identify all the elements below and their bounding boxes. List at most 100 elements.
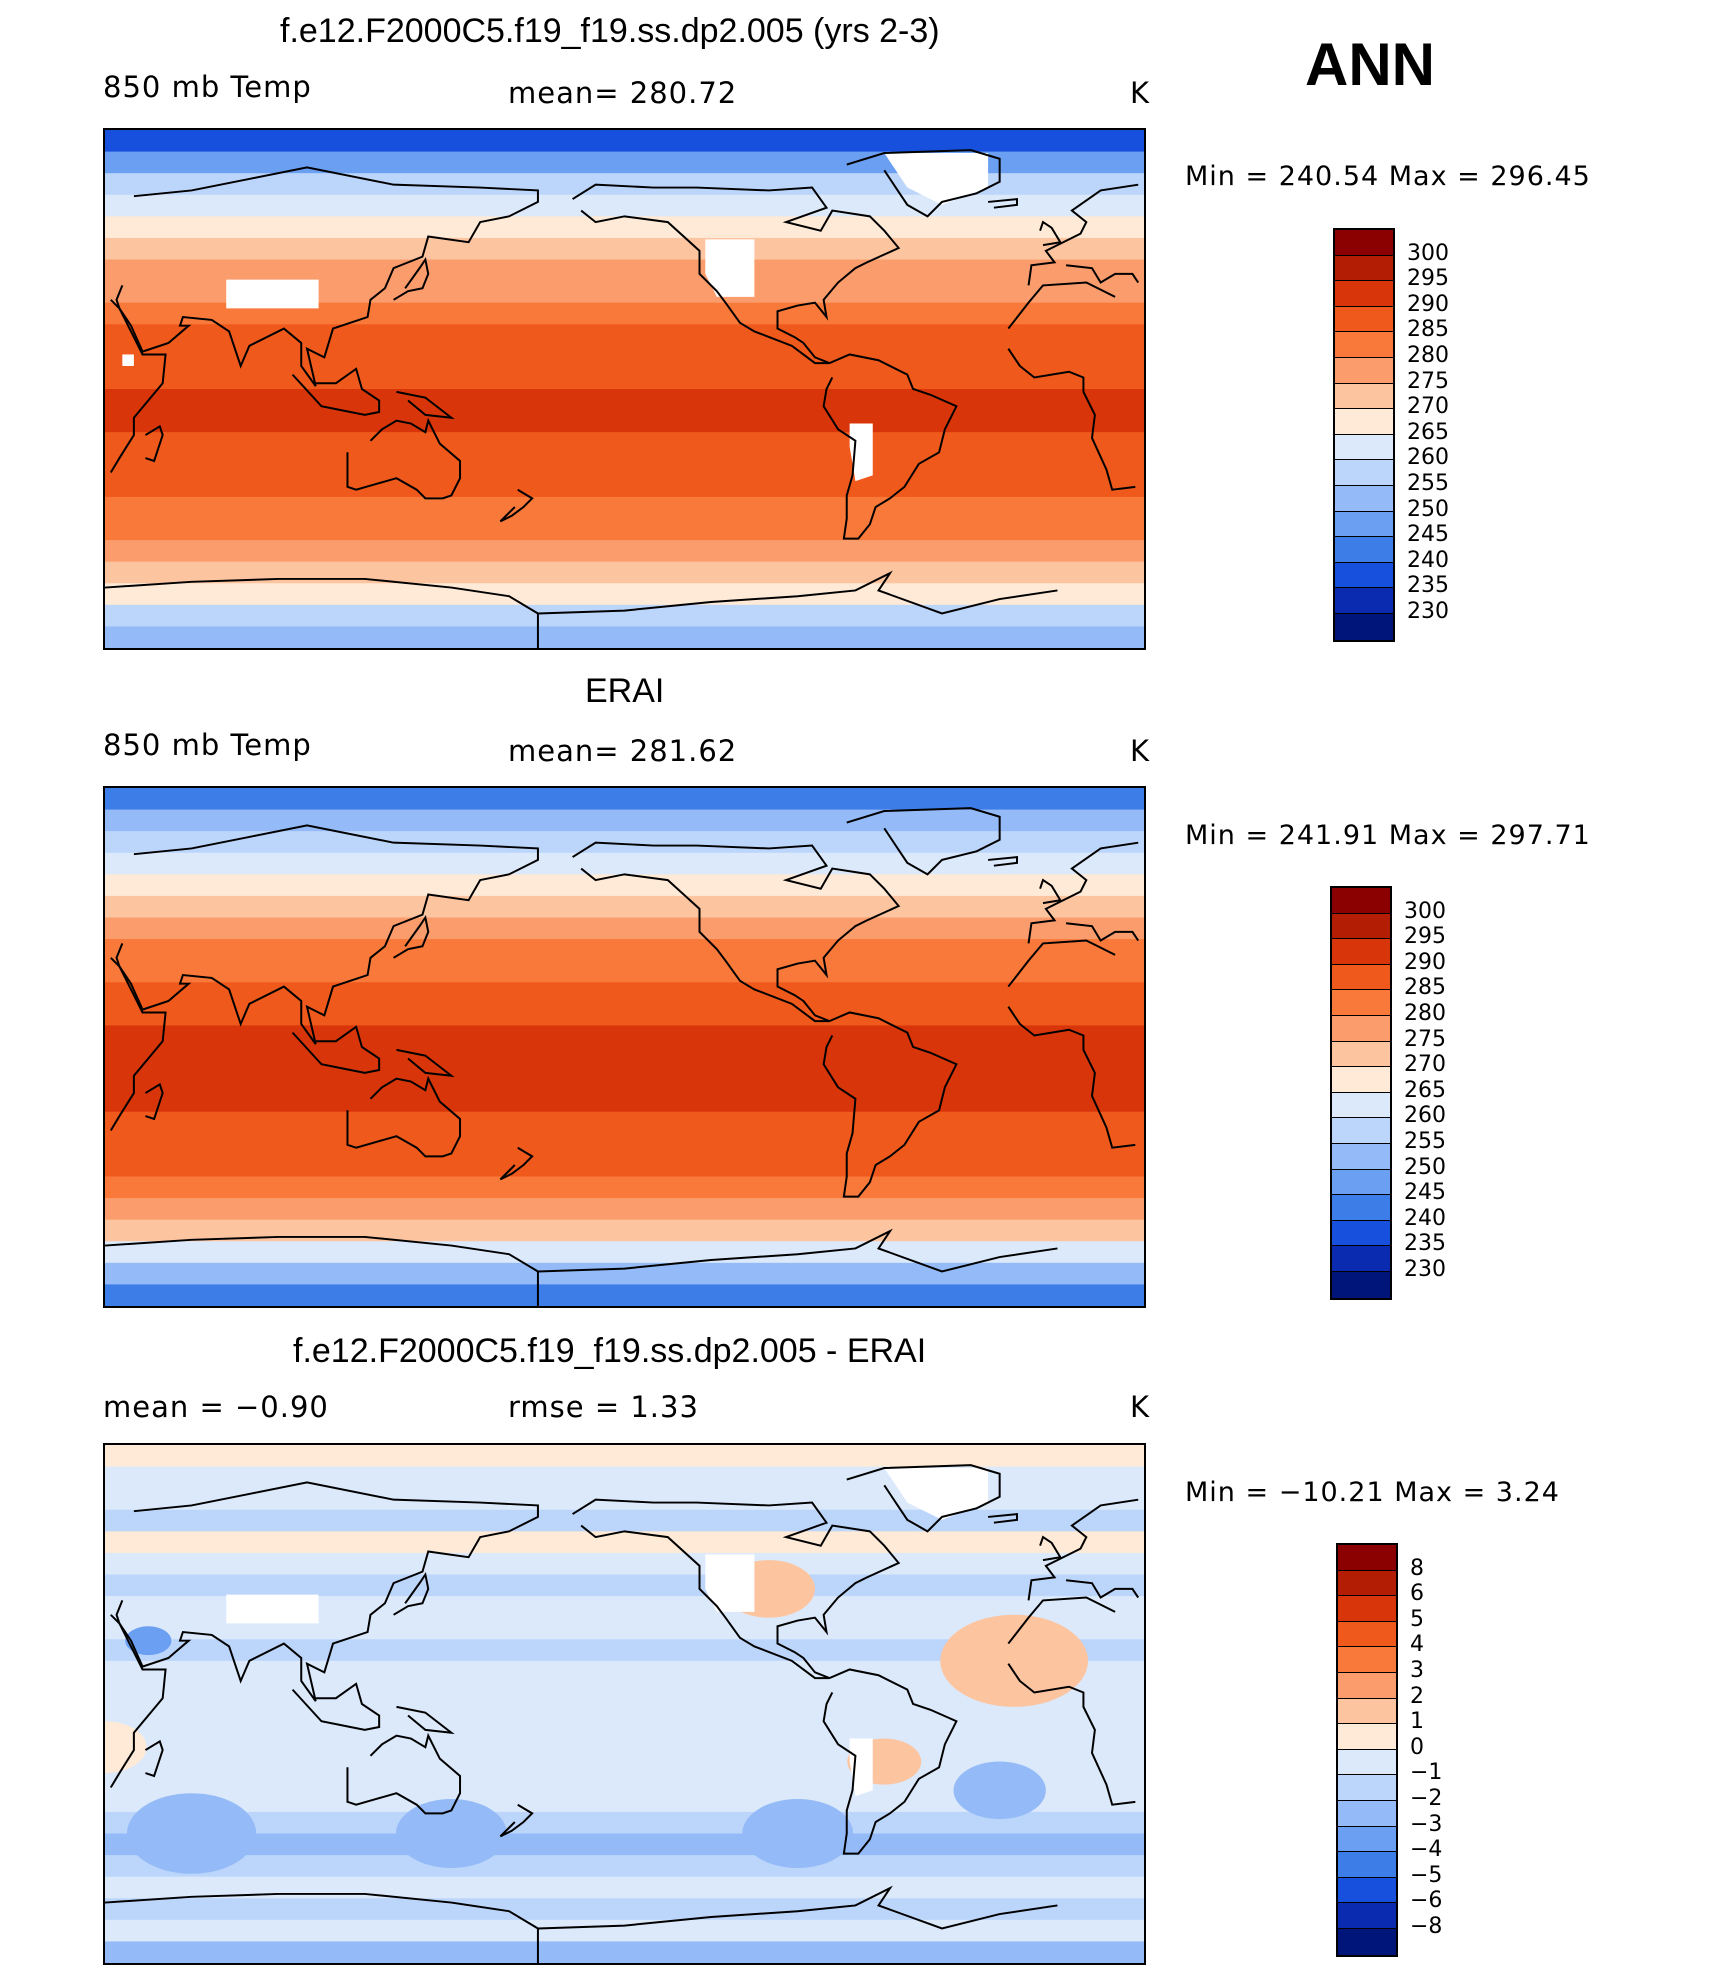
colorbar-tick-label: 300 xyxy=(1404,898,1446,924)
coastline-samerica xyxy=(822,1011,958,1198)
field-band xyxy=(105,237,1144,261)
colorbar-swatch xyxy=(1338,1621,1396,1648)
field-band xyxy=(105,1876,1144,1899)
coastline-iceland xyxy=(988,1512,1018,1524)
colorbar-tick-label: 280 xyxy=(1404,1001,1446,1026)
field-band xyxy=(105,1725,1144,1748)
colorbar-swatch xyxy=(1332,888,1390,914)
coastline-indonesia xyxy=(291,1682,381,1731)
colorbar-swatch xyxy=(1335,357,1393,384)
colorbar-swatch xyxy=(1332,939,1390,965)
field-band xyxy=(105,604,1144,628)
colorbar-swatch xyxy=(1338,1672,1396,1699)
colorbar-swatch xyxy=(1335,383,1393,410)
colorbar-swatch xyxy=(1332,1143,1390,1170)
field-band xyxy=(105,1003,1144,1027)
missing-data-region xyxy=(226,279,319,309)
field-band xyxy=(105,1509,1144,1532)
colorbar-tick-label: 285 xyxy=(1407,317,1449,343)
field-band xyxy=(105,1068,1144,1091)
colorbar-tick-label: 245 xyxy=(1404,1180,1446,1206)
field-band xyxy=(105,1531,1144,1554)
colorbar-swatch xyxy=(1332,1015,1390,1042)
colorbar-swatch xyxy=(1332,1169,1390,1196)
units-label-model: K xyxy=(1130,76,1151,110)
colorbar-tick-label: 4 xyxy=(1410,1632,1424,1658)
field-band xyxy=(105,302,1144,325)
colorbar-tick-label: 235 xyxy=(1404,1231,1446,1257)
field-band xyxy=(105,852,1144,875)
missing-data-region xyxy=(884,153,989,205)
field-band xyxy=(105,1682,1144,1705)
field-band xyxy=(105,1025,1144,1048)
rmse-label-diff: rmse = 1.33 xyxy=(508,1390,699,1424)
colorbar-tick-label: −4 xyxy=(1410,1837,1443,1863)
coastline-africa xyxy=(1007,1663,1136,1806)
colorbar-tick-label: 270 xyxy=(1407,394,1449,420)
coastline-antarctica xyxy=(537,570,1058,615)
field-band xyxy=(105,432,1144,455)
panel-title-diff: f.e12.F2000C5.f19_f19.ss.dp2.005 - ERAI xyxy=(293,1332,927,1370)
coastline-eurasia xyxy=(1065,922,1140,942)
field-band xyxy=(105,917,1144,940)
coastline-iceland xyxy=(988,197,1018,209)
coastline-eurasia xyxy=(1065,1579,1140,1599)
colorbar-swatch xyxy=(1338,1826,1396,1853)
field-band xyxy=(105,496,1144,520)
field-band xyxy=(105,324,1144,347)
colorbar-tick-label: 280 xyxy=(1407,343,1449,368)
colorbar-swatch xyxy=(1335,613,1393,640)
colorbar-tick-label: 275 xyxy=(1407,368,1449,394)
colorbar-swatch xyxy=(1338,1800,1396,1827)
colorbar-tick-label: 255 xyxy=(1404,1129,1446,1154)
colorbar-swatch xyxy=(1335,588,1393,614)
field-band xyxy=(105,1262,1144,1286)
colorbar-tick-label: 285 xyxy=(1404,975,1446,1001)
coastline-africa xyxy=(109,957,167,1131)
field-band xyxy=(105,1198,1144,1221)
field-band xyxy=(105,1176,1144,1199)
colorbar-tick-label: 240 xyxy=(1404,1205,1446,1231)
field-band xyxy=(105,216,1144,239)
map-svg-obs xyxy=(105,788,1144,1306)
colorbar-tick-label: 275 xyxy=(1404,1026,1446,1052)
field-band xyxy=(105,1574,1144,1597)
missing-data-region xyxy=(226,1594,319,1624)
minmax-label-diff: Min = −10.21 Max = 3.24 xyxy=(1185,1477,1560,1508)
anomaly-blob xyxy=(742,1798,854,1869)
map-svg-diff xyxy=(105,1445,1144,1963)
colorbar-box xyxy=(1330,886,1392,1300)
colorbar-swatch xyxy=(1335,281,1393,307)
colorbar-swatch xyxy=(1338,1749,1396,1776)
field-band xyxy=(105,1855,1144,1878)
colorbar-tick-label: 265 xyxy=(1407,419,1449,445)
field-band xyxy=(105,895,1144,919)
panel-title-obs: ERAI xyxy=(585,672,665,710)
colorbar-swatch xyxy=(1335,434,1393,461)
colorbar-swatch xyxy=(1338,1903,1396,1929)
coastline-australia xyxy=(346,1075,462,1158)
field-band xyxy=(105,281,1144,304)
colorbar-tick-label: −3 xyxy=(1410,1811,1443,1837)
map-svg-model xyxy=(105,130,1144,648)
colorbar-swatch xyxy=(1332,964,1390,991)
field-band xyxy=(105,1617,1144,1640)
coastline-iceland xyxy=(988,855,1018,867)
field-band xyxy=(105,194,1144,217)
colorbar-swatch xyxy=(1332,1220,1390,1247)
coastline-nz xyxy=(499,1146,534,1181)
colorbar-box xyxy=(1336,1543,1398,1957)
field-band xyxy=(105,1552,1144,1576)
coastline-antarctica xyxy=(105,1892,539,1963)
coastline-newguinea xyxy=(396,1705,455,1735)
panel-title-model: f.e12.F2000C5.f19_f19.ss.dp2.005 (yrs 2-… xyxy=(280,12,940,50)
field-band xyxy=(105,1047,1144,1070)
coastline-eurasia xyxy=(1027,841,1139,944)
colorbar-swatch xyxy=(1335,511,1393,538)
minmax-label-model: Min = 240.54 Max = 296.45 xyxy=(1185,161,1591,192)
field-band xyxy=(105,518,1144,541)
colorbar-tick-label: 5 xyxy=(1410,1606,1424,1632)
coastline-greenland xyxy=(846,1464,1001,1533)
field-band xyxy=(105,939,1144,962)
colorbar-tick-label: 245 xyxy=(1407,522,1449,548)
